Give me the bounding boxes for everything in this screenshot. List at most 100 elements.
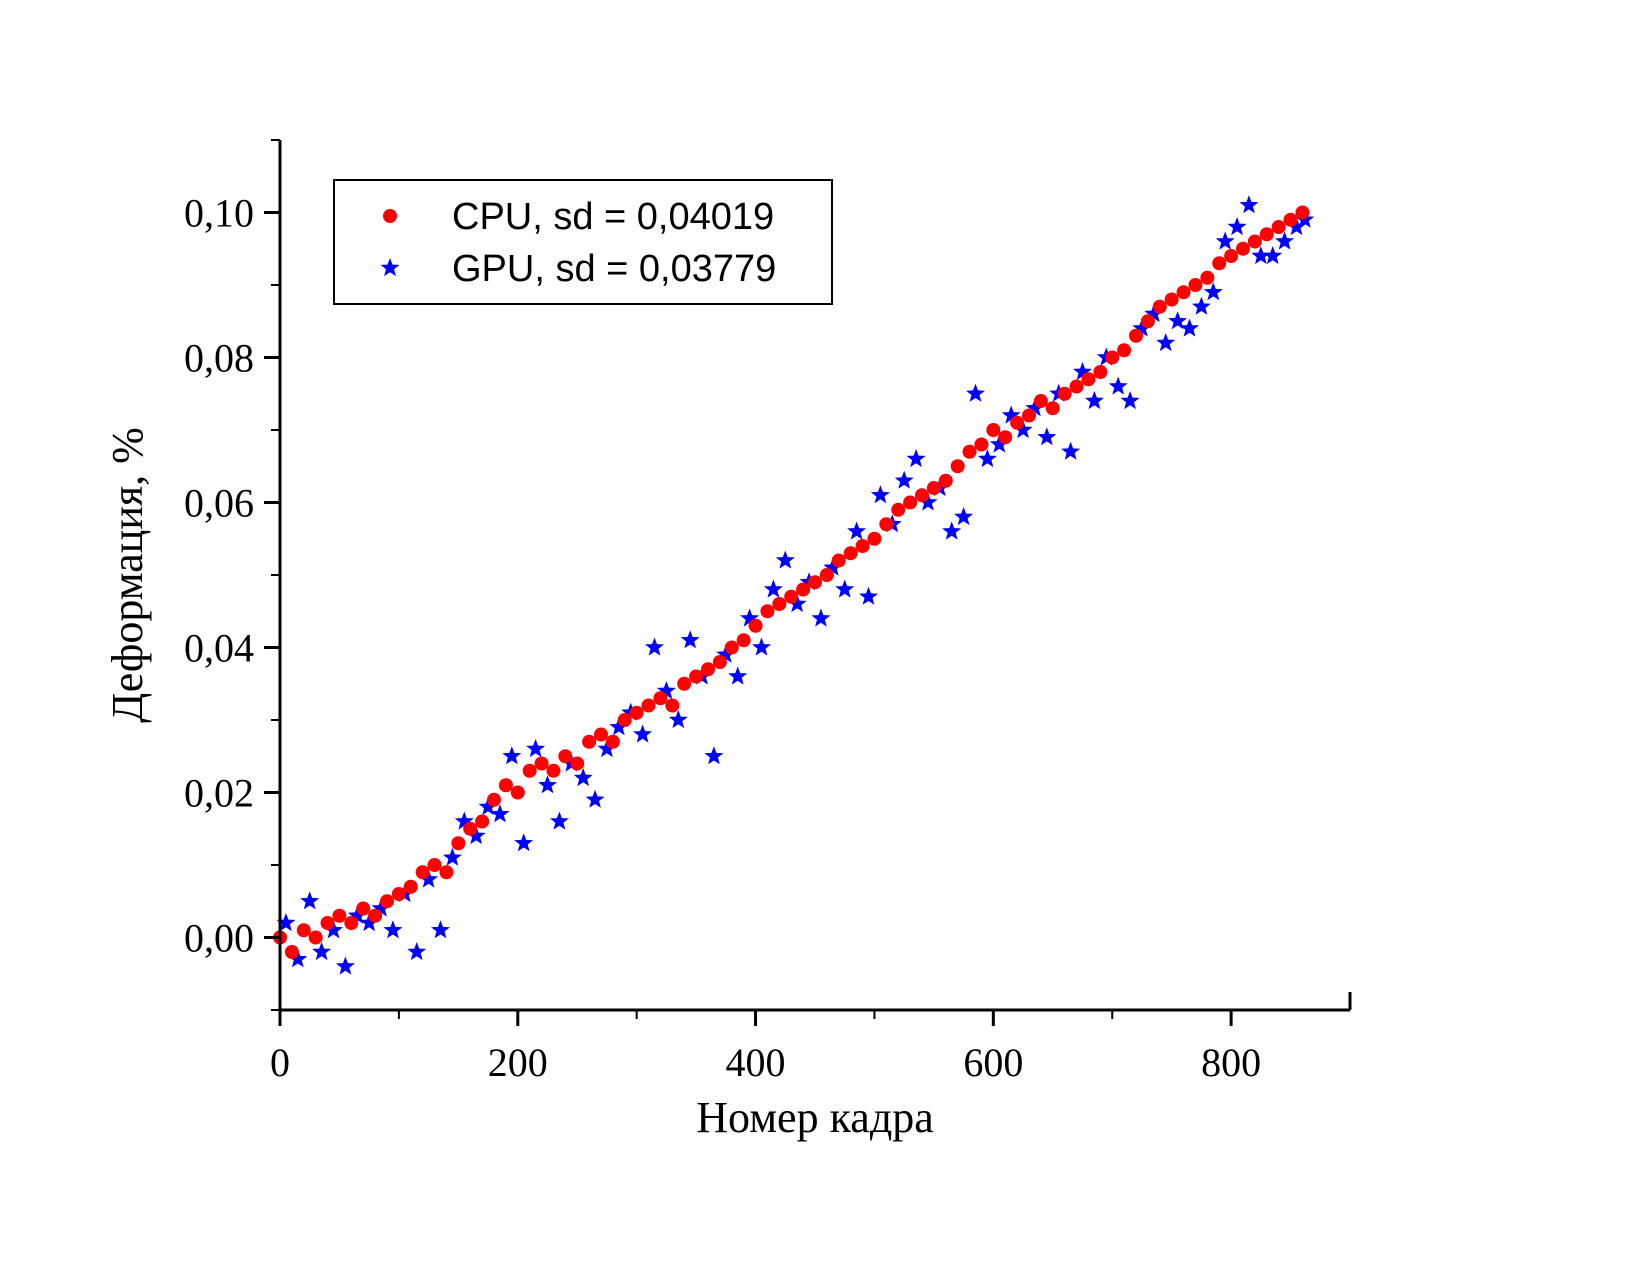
x-tick-label: 600 xyxy=(963,1040,1023,1085)
plot-area xyxy=(273,195,1315,975)
cpu-point xyxy=(712,655,727,669)
x-tick-label: 800 xyxy=(1201,1040,1261,1085)
gpu-point xyxy=(300,891,320,910)
gpu-point xyxy=(431,920,450,939)
gpu-point xyxy=(538,775,557,794)
cpu-point xyxy=(784,589,799,604)
legend-marker-gpu xyxy=(380,258,400,277)
cpu-point xyxy=(1176,285,1191,300)
cpu-point xyxy=(867,531,882,546)
gpu-point xyxy=(288,949,308,968)
gpu-point xyxy=(787,594,807,613)
cpu-point xyxy=(487,792,501,807)
cpu-point xyxy=(391,887,406,901)
gpu-point xyxy=(335,956,355,975)
gpu-point xyxy=(918,492,938,511)
cpu-point xyxy=(522,763,537,778)
y-tick-label: 0,06 xyxy=(184,481,254,526)
cpu-point xyxy=(1010,415,1025,430)
cpu-point xyxy=(629,705,644,720)
gpu-point xyxy=(1013,420,1033,439)
gpu-point xyxy=(656,681,676,700)
gpu-point xyxy=(1084,391,1104,410)
cpu-point xyxy=(903,495,918,510)
gpu-point xyxy=(1251,246,1271,265)
cpu-point xyxy=(1022,408,1036,423)
cpu-point xyxy=(308,930,323,945)
cpu-point xyxy=(1224,249,1239,263)
gpu-point xyxy=(454,811,474,830)
gpu-point xyxy=(597,739,617,758)
cpu-point xyxy=(1152,299,1167,314)
cpu-point xyxy=(819,568,834,582)
gpu-point xyxy=(811,608,831,627)
cpu-point xyxy=(1033,394,1048,408)
cpu-point xyxy=(891,502,906,517)
cpu-point xyxy=(748,618,763,633)
cpu-point xyxy=(1081,372,1096,387)
legend-marker-cpu-glyph xyxy=(383,209,397,223)
y-tick-label: 0,10 xyxy=(184,191,254,236)
gpu-point xyxy=(645,637,664,656)
gpu-point xyxy=(1191,296,1211,315)
gpu-point xyxy=(1144,304,1164,323)
cpu-point xyxy=(1212,256,1227,271)
gpu-point xyxy=(1156,333,1176,352)
cpu-point xyxy=(962,444,977,459)
cpu-point xyxy=(986,423,1001,437)
gpu-point xyxy=(906,449,926,468)
cpu-point xyxy=(356,901,371,916)
cpu-point xyxy=(760,604,775,619)
cpu-point xyxy=(582,734,597,749)
gpu-point xyxy=(847,521,867,540)
y-tick-label: 0,00 xyxy=(184,916,254,961)
gpu-point xyxy=(1132,318,1152,337)
cpu-point xyxy=(915,488,929,503)
gpu-point xyxy=(716,644,736,663)
cpu-point xyxy=(427,858,442,872)
cpu-point xyxy=(296,923,311,938)
gpu-point xyxy=(1061,441,1081,460)
gpu-point xyxy=(954,507,974,526)
cpu-point xyxy=(1259,227,1274,242)
gpu-point xyxy=(775,550,795,569)
cpu-point xyxy=(701,662,715,677)
cpu-point xyxy=(796,582,811,597)
cpu-point xyxy=(463,821,478,836)
gpu-point xyxy=(894,470,914,489)
gpu-point xyxy=(680,630,700,649)
cpu-point xyxy=(879,517,894,532)
cpu-point xyxy=(772,597,787,611)
cpu-point xyxy=(1069,379,1084,394)
x-tick-label: 400 xyxy=(726,1040,786,1085)
cpu-point xyxy=(1117,343,1132,358)
cpu-point xyxy=(617,713,632,727)
cpu-point xyxy=(368,908,383,923)
cpu-point xyxy=(570,756,585,771)
cpu-point xyxy=(653,691,668,706)
gpu-point xyxy=(859,586,878,605)
legend-marker-gpu-glyph xyxy=(380,258,400,277)
gpu-point xyxy=(312,942,332,961)
cpu-point xyxy=(546,763,561,778)
y-tick-label: 0,04 xyxy=(184,626,254,671)
gpu-point xyxy=(276,913,296,932)
gpu-point xyxy=(1108,376,1128,395)
gpu-point xyxy=(419,869,439,888)
cpu-point xyxy=(403,879,418,894)
cpu-point xyxy=(1140,314,1155,329)
gpu-point xyxy=(1120,391,1140,410)
gpu-point xyxy=(347,905,367,924)
cpu-point xyxy=(1105,350,1120,365)
cpu-point xyxy=(1200,270,1215,285)
gpu-point xyxy=(1203,282,1223,301)
gpu-point xyxy=(1180,318,1199,337)
gpu-point xyxy=(407,942,427,961)
gpu-point xyxy=(1215,231,1235,250)
gpu-point xyxy=(989,434,1009,453)
cpu-point xyxy=(1236,241,1250,256)
gpu-point xyxy=(1227,217,1247,236)
gpu-point xyxy=(728,666,748,685)
gpu-point xyxy=(823,557,843,576)
